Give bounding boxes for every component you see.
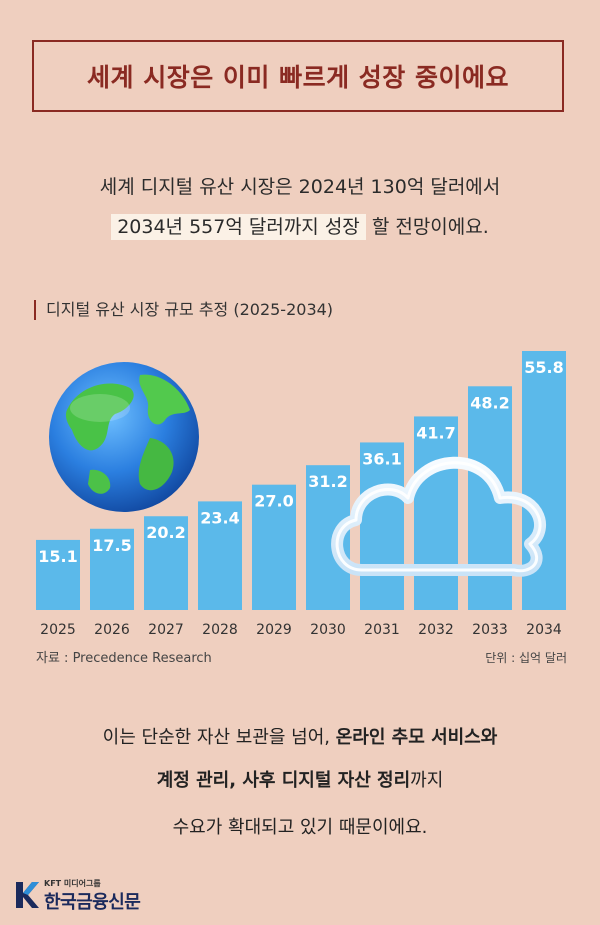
intro-rest: 할 전망이에요. xyxy=(365,216,489,238)
x-tick-label: 2030 xyxy=(310,622,346,638)
bar-value-label: 20.2 xyxy=(146,523,185,542)
bar-value-label: 17.5 xyxy=(92,536,131,555)
body-line-2-plain: 까지 xyxy=(410,770,444,791)
body-line-1: 이는 단순한 자산 보관을 넘어, 온라인 추모 서비스와 xyxy=(0,723,600,749)
body-line-2-bold: 계정 관리, 사후 디지털 자산 정리 xyxy=(156,770,411,791)
bar-value-label: 27.0 xyxy=(254,492,293,511)
x-tick-label: 2033 xyxy=(472,622,508,638)
intro-line-2: 2034년 557억 달러까지 성장 할 전망이에요. xyxy=(0,212,600,240)
body-line-3: 수요가 확대되고 있기 때문이에요. xyxy=(172,817,428,838)
x-axis-labels: 2025 2026 2027 2028 2029 2030 2031 2032 2033 2034 xyxy=(40,622,562,638)
bar-2029 xyxy=(252,484,296,610)
bar-value-label: 31.2 xyxy=(308,472,347,491)
bar-chart: 15.1 17.5 20.2 23.4 27.0 31.2 36.1 41.7 48.2 55.8… xyxy=(36,351,566,638)
source-note: 자료 : Precedence Research xyxy=(36,651,212,666)
bar-2025 xyxy=(36,539,80,610)
bar-2026 xyxy=(90,528,134,610)
bar-value-label: 23.4 xyxy=(200,508,239,527)
intro-highlight: 2034년 557억 달러까지 성장 xyxy=(111,214,366,240)
bar-value-label: 48.2 xyxy=(470,393,509,412)
x-tick-label: 2025 xyxy=(40,622,76,638)
bar-2031 xyxy=(360,442,404,610)
globe-icon xyxy=(49,362,199,512)
intro-line-1: 세계 디지털 유산 시장은 2024년 130억 달러에서 xyxy=(99,176,501,198)
unit-note: 단위 : 십억 달러 xyxy=(485,651,567,665)
bar-value-label: 36.1 xyxy=(362,449,401,468)
chart-title: 디지털 유산 시장 규모 추정 (2025-2034) xyxy=(34,300,333,320)
logo-name: 한국금융신문 xyxy=(44,892,141,913)
x-tick-label: 2031 xyxy=(364,622,400,638)
bar-2027 xyxy=(144,516,188,610)
publisher-logo: KFT 미디어그룹 한국금융신문 xyxy=(14,876,164,916)
logo-subtitle: KFT 미디어그룹 xyxy=(44,879,101,888)
bar-value-label: 55.8 xyxy=(524,358,563,377)
title-box: 세계 시장은 이미 빠르게 성장 중이에요 xyxy=(32,40,564,112)
x-tick-label: 2028 xyxy=(202,622,238,638)
body-line-1-bold: 온라인 추모 서비스와 xyxy=(335,727,498,748)
x-tick-label: 2026 xyxy=(94,622,130,638)
x-tick-label: 2027 xyxy=(148,622,184,638)
bars-group: 15.1 17.5 20.2 23.4 27.0 31.2 36.1 41.7 48.2 55.8 xyxy=(36,351,566,610)
bar-2032 xyxy=(414,416,458,610)
body-line-1-plain: 이는 단순한 자산 보관을 넘어, xyxy=(102,727,336,748)
x-tick-label: 2034 xyxy=(526,622,562,638)
x-tick-label: 2029 xyxy=(256,622,292,638)
body-line-2: 계정 관리, 사후 디지털 자산 정리까지 xyxy=(0,766,600,792)
bar-2028 xyxy=(198,501,242,610)
bar-value-label: 41.7 xyxy=(416,423,455,442)
x-tick-label: 2032 xyxy=(418,622,454,638)
k-logo-icon xyxy=(16,882,39,908)
page-title: 세계 시장은 이미 빠르게 성장 중이에요 xyxy=(86,63,510,92)
cloud-icon xyxy=(331,456,546,577)
bar-value-label: 15.1 xyxy=(38,547,77,566)
